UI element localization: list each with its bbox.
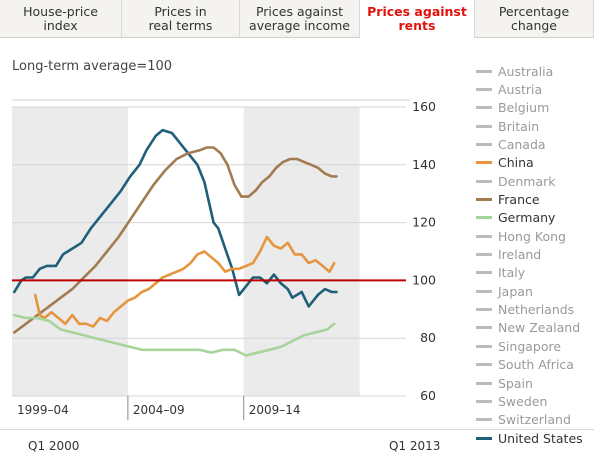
legend-swatch xyxy=(476,399,492,403)
y-tick-label: 140 xyxy=(412,157,436,172)
y-tick-label: 160 xyxy=(412,99,436,114)
legend-label: South Africa xyxy=(498,357,574,373)
legend-label: Germany xyxy=(498,210,556,226)
legend-swatch xyxy=(476,289,492,293)
legend-item-britain[interactable]: Britain xyxy=(476,117,594,135)
legend-label: China xyxy=(498,155,534,171)
legend-swatch xyxy=(476,69,492,73)
legend-label: Singapore xyxy=(498,338,562,354)
legend-label: Denmark xyxy=(498,173,556,189)
y-tick-label: 60 xyxy=(420,388,436,403)
period-band xyxy=(243,107,360,396)
legend-label: Britain xyxy=(498,118,540,134)
legend-item-italy[interactable]: Italy xyxy=(476,264,594,282)
y-tick-label: 100 xyxy=(412,272,436,287)
legend-item-denmark[interactable]: Denmark xyxy=(476,172,594,190)
legend-swatch xyxy=(476,124,492,128)
legend-label: Italy xyxy=(498,265,526,281)
legend-item-switzerland[interactable]: Switzerland xyxy=(476,411,594,429)
legend-label: Belgium xyxy=(498,100,550,116)
timeline-start-label: Q1 2000 xyxy=(28,439,80,453)
legend-swatch xyxy=(476,344,492,348)
legend-swatch xyxy=(476,143,492,147)
y-tick-label: 120 xyxy=(412,215,436,230)
timeline-footer: Q1 2000 Q1 2013 xyxy=(0,429,594,457)
legend-label: Austria xyxy=(498,82,543,98)
legend-item-new-zealand[interactable]: New Zealand xyxy=(476,319,594,337)
series-line-china xyxy=(33,235,336,328)
legend-swatch xyxy=(476,253,492,257)
legend-label: United States xyxy=(498,430,583,446)
tab-prices-in-real-terms[interactable]: Prices in real terms xyxy=(122,0,240,38)
timeline-end-label: Q1 2013 xyxy=(389,439,441,453)
legend-label: Canada xyxy=(498,137,546,153)
legend-label: Ireland xyxy=(498,247,542,263)
legend-label: Japan xyxy=(498,283,533,299)
legend-label: Hong Kong xyxy=(498,228,566,244)
legend-label: France xyxy=(498,192,540,208)
legend-item-belgium[interactable]: Belgium xyxy=(476,99,594,117)
country-legend: Australia Austria Belgium Britain Canada Chin… xyxy=(476,62,594,447)
legend-item-united-states[interactable]: United States xyxy=(476,429,594,447)
legend-item-austria[interactable]: Austria xyxy=(476,80,594,98)
series-line-germany xyxy=(13,313,336,357)
legend-swatch xyxy=(476,88,492,92)
legend-swatch xyxy=(476,326,492,330)
legend-label: Spain xyxy=(498,375,533,391)
legend-item-germany[interactable]: Germany xyxy=(476,209,594,227)
legend-item-hong-kong[interactable]: Hong Kong xyxy=(476,227,594,245)
legend-item-spain[interactable]: Spain xyxy=(476,374,594,392)
legend-item-japan[interactable]: Japan xyxy=(476,282,594,300)
legend-swatch xyxy=(476,198,492,202)
legend-item-south-africa[interactable]: South Africa xyxy=(476,356,594,374)
legend-swatch xyxy=(476,179,492,183)
legend-label: Switzerland xyxy=(498,412,571,428)
legend-swatch xyxy=(476,436,492,440)
tab-prices-against-rents[interactable]: Prices against rents xyxy=(360,0,475,38)
legend-swatch xyxy=(476,271,492,275)
period-label: 1999–04 xyxy=(17,403,69,417)
series-line-france xyxy=(13,146,338,334)
tab-house-price-index[interactable]: House-price index xyxy=(0,0,122,38)
period-label: 2004–09 xyxy=(133,403,185,417)
legend-swatch xyxy=(476,234,492,238)
tab-prices-against-average-income[interactable]: Prices against average income xyxy=(240,0,360,38)
legend-item-australia[interactable]: Australia xyxy=(476,62,594,80)
legend-label: Netherlands xyxy=(498,302,575,318)
period-label: 2009–14 xyxy=(249,403,301,417)
chart-subtitle: Long-term average=100 xyxy=(12,59,173,74)
legend-swatch xyxy=(476,161,492,165)
legend-item-singapore[interactable]: Singapore xyxy=(476,337,594,355)
legend-swatch xyxy=(476,418,492,422)
legend-swatch xyxy=(476,363,492,367)
legend-item-ireland[interactable]: Ireland xyxy=(476,245,594,263)
legend-item-netherlands[interactable]: Netherlands xyxy=(476,300,594,318)
legend-label: Sweden xyxy=(498,393,548,409)
y-tick-label: 80 xyxy=(420,330,436,345)
tab-bar: House-price index Prices in real terms P… xyxy=(0,0,594,38)
legend-item-china[interactable]: China xyxy=(476,154,594,172)
legend-swatch xyxy=(476,106,492,110)
legend-swatch xyxy=(476,308,492,312)
legend-swatch xyxy=(476,216,492,220)
legend-item-canada[interactable]: Canada xyxy=(476,135,594,153)
legend-item-sweden[interactable]: Sweden xyxy=(476,392,594,410)
legend-label: New Zealand xyxy=(498,320,581,336)
legend-swatch xyxy=(476,381,492,385)
legend-item-france[interactable]: France xyxy=(476,190,594,208)
legend-label: Australia xyxy=(498,63,554,79)
